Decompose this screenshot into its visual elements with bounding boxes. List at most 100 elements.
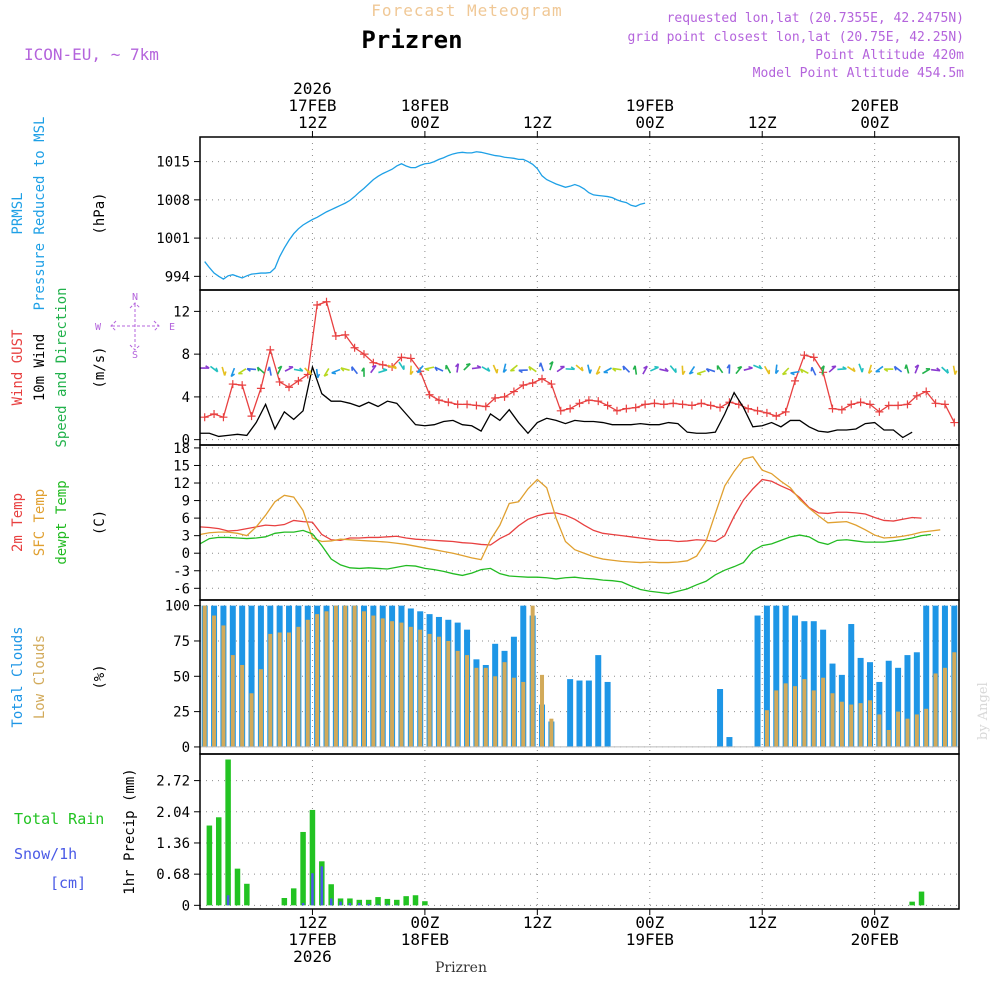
panel-frame (199, 136, 960, 291)
bar-total-clouds (857, 657, 864, 747)
gust-marker (200, 413, 209, 422)
bar-low-clouds (886, 729, 891, 747)
wind-arrow (659, 367, 669, 372)
bar-low-clouds (849, 704, 854, 747)
bar-low-clouds (877, 714, 882, 747)
bar-total-rain (347, 898, 353, 906)
gust-marker (837, 405, 846, 414)
series-line-dewpt-temp (200, 529, 931, 595)
bar-low-clouds (240, 664, 245, 747)
bar-low-clouds (905, 718, 910, 747)
bar-low-clouds (333, 605, 338, 747)
bottom-time-label: 00Z (410, 913, 439, 932)
bar-total-clouds (585, 680, 592, 747)
gust-marker (584, 396, 593, 405)
y-unit-label: 1hr Precip (mm) (122, 768, 138, 894)
wind-arrow (622, 365, 631, 373)
bottom-time-label: 00Z (860, 913, 889, 932)
wind-arrow (810, 366, 817, 376)
wind-arrow (361, 367, 365, 377)
gust-marker (912, 391, 921, 400)
panel-title-line: PRMSL (10, 192, 26, 234)
top-time-label: 00Z (410, 113, 439, 132)
bar-total-rain (328, 884, 334, 906)
bar-low-clouds (839, 701, 844, 747)
gust-marker (285, 383, 294, 392)
bottom-time-label: 12Z (523, 913, 552, 932)
gust-marker (716, 403, 725, 412)
bar-low-clouds (483, 667, 488, 747)
bar-low-clouds (258, 669, 263, 747)
wind-arrow (284, 365, 294, 372)
wind-arrow (492, 364, 499, 374)
gust-marker (509, 387, 518, 396)
wind-arrow (528, 365, 537, 373)
y-tick-label: 4 (182, 390, 190, 406)
gust-marker (219, 413, 228, 422)
bar-low-clouds (287, 632, 292, 747)
gust-marker (903, 400, 912, 409)
bar-total-clouds (567, 679, 574, 747)
wind-arrow (565, 366, 576, 371)
y-tick-label: 2.72 (156, 774, 190, 790)
wind-arrow (743, 365, 753, 371)
bottom-time-label: 12Z (298, 913, 327, 932)
wind-arrow (424, 366, 435, 372)
gust-marker (575, 399, 584, 408)
bar-low-clouds (511, 677, 516, 747)
y-tick-label: 25 (173, 705, 190, 721)
bar-low-clouds (315, 614, 320, 747)
gust-marker (650, 399, 659, 408)
bar-total-clouds (792, 615, 799, 747)
bar-low-clouds (952, 652, 957, 747)
wind-arrow (256, 366, 265, 374)
gust-marker (659, 400, 668, 409)
gust-marker (481, 402, 490, 411)
grid-point-coords: grid point closest lon,lat (20.75E, 42.2… (627, 30, 964, 45)
bar-low-clouds (418, 629, 423, 747)
y-unit-label: (%) (92, 664, 108, 689)
wind-arrow (774, 364, 780, 375)
top-time-label: 12Z (748, 113, 777, 132)
wind-arrow (669, 365, 677, 374)
bar-low-clouds (324, 611, 329, 747)
y-unit-label: (hPa) (92, 192, 108, 234)
bar-low-clouds (390, 621, 395, 747)
bar-snow-1h (348, 903, 352, 906)
wind-arrow (696, 370, 706, 376)
bar-low-clouds (446, 640, 451, 747)
bar-total-rain (215, 817, 222, 906)
top-time-label: 2026 (293, 79, 332, 98)
gust-marker (940, 400, 949, 409)
gust-marker (538, 374, 547, 383)
gust-marker (762, 408, 771, 417)
gust-marker (369, 358, 378, 367)
panel-pressure: 994 1001 1008 1015 (hPa) PRMSL Pressure Reduce… (10, 117, 960, 310)
bar-snow-1h (376, 904, 380, 906)
wind-arrow (883, 368, 894, 373)
gust-marker (238, 381, 247, 390)
wind-arrow (914, 364, 920, 374)
gust-marker (350, 343, 359, 352)
gust-marker (950, 418, 959, 427)
bar-total-rain (384, 898, 391, 906)
gust-marker (622, 404, 631, 413)
bar-low-clouds (540, 674, 545, 747)
bar-low-clouds (371, 615, 376, 747)
gust-marker (669, 399, 678, 408)
y-tick-label: 0 (182, 546, 190, 562)
bottom-time-label: 17FEB (288, 930, 336, 949)
wind-arrow (445, 364, 452, 374)
series-line-prmsl (204, 151, 646, 280)
y-tick-label: 0.68 (156, 867, 190, 883)
gust-marker (547, 380, 556, 389)
panel-wind: 0 4 8 12 (m/s) Wind GUST 10m Wind Speed and Dir… (10, 287, 960, 449)
gust-marker (341, 330, 350, 339)
plot-area (200, 455, 941, 595)
bar-total-rain (300, 831, 306, 906)
wind-arrow (867, 364, 873, 375)
wind-arrow (612, 367, 622, 372)
wind-arrow (471, 364, 482, 370)
